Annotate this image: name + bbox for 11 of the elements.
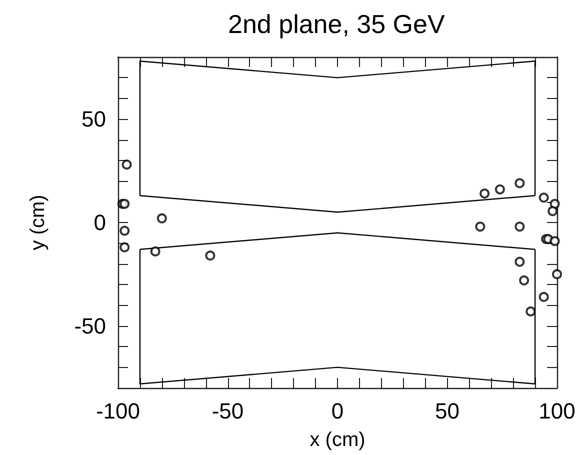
x-tick-label: -50: [212, 398, 244, 424]
y-tick-label: -50: [74, 313, 106, 338]
x-tick-label: 0: [331, 398, 344, 424]
y-tick-label: 50: [82, 106, 106, 132]
x-axis-title: x (cm): [310, 429, 366, 451]
y-axis-title: y (cm): [27, 194, 49, 250]
y-tick-label: 0: [94, 210, 106, 235]
chart-title: 2nd plane, 35 GeV: [228, 9, 446, 39]
x-tick-label: 100: [538, 398, 576, 424]
x-tick-label: 50: [435, 398, 460, 424]
x-tick-label: -100: [96, 398, 140, 424]
